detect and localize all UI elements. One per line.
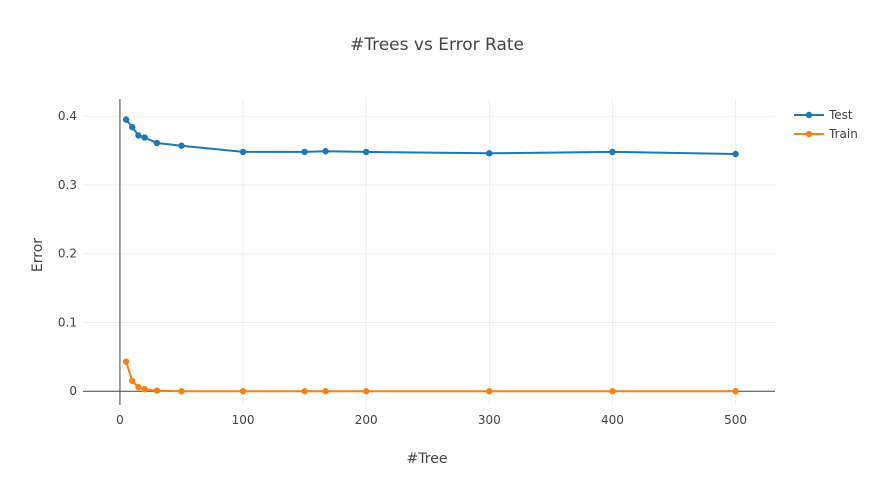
x-tick-label: 200 xyxy=(355,413,378,427)
data-point-test[interactable] xyxy=(153,139,161,147)
grid xyxy=(83,99,775,405)
legend-marker xyxy=(805,130,813,138)
data-point-train[interactable] xyxy=(301,388,308,395)
x-axis-label: #Tree xyxy=(407,451,448,467)
y-tick-label: 0.2 xyxy=(58,247,77,261)
y-tick-label: 0 xyxy=(69,384,77,398)
data-point-test[interactable] xyxy=(301,148,308,156)
data-point-test[interactable] xyxy=(239,148,247,156)
y-tick-label: 0.4 xyxy=(58,109,77,123)
legend-marker xyxy=(805,111,813,119)
series-test xyxy=(122,116,739,158)
data-point-train[interactable] xyxy=(135,383,142,391)
data-point-test[interactable] xyxy=(135,132,142,139)
y-tick-label: 0.1 xyxy=(58,315,77,329)
series-layer xyxy=(122,116,739,395)
data-point-train[interactable] xyxy=(732,388,739,395)
x-tick-label: 0 xyxy=(116,413,124,427)
data-point-test[interactable] xyxy=(178,142,185,149)
series-train xyxy=(122,358,739,395)
data-point-train[interactable] xyxy=(122,358,130,365)
data-point-test[interactable] xyxy=(122,116,130,123)
data-point-test[interactable] xyxy=(609,148,616,156)
data-point-train[interactable] xyxy=(178,388,185,395)
y-axis-label: Error xyxy=(30,238,46,272)
x-tick-label: 500 xyxy=(724,413,747,427)
tick-labels: 0 100 200 300 400 500 0 0.1 0.2 0.3 0.4 xyxy=(58,109,747,427)
chart-title: #Trees vs Error Rate xyxy=(350,35,524,55)
data-point-test[interactable] xyxy=(322,148,329,155)
data-point-train[interactable] xyxy=(363,388,370,395)
data-point-train[interactable] xyxy=(486,388,493,395)
data-point-test[interactable] xyxy=(141,134,148,141)
x-tick-label: 100 xyxy=(232,413,255,427)
y-tick-label: 0.3 xyxy=(58,178,77,192)
legend-label: Test xyxy=(828,108,853,122)
data-point-test[interactable] xyxy=(732,150,739,158)
legend-label: Train xyxy=(828,127,858,141)
legend-item-train[interactable]: Train xyxy=(794,127,858,141)
data-point-train[interactable] xyxy=(609,388,616,395)
data-point-test[interactable] xyxy=(363,148,370,156)
data-point-test[interactable] xyxy=(486,150,493,157)
data-point-train[interactable] xyxy=(129,377,136,385)
legend-item-test[interactable]: Test xyxy=(794,108,853,122)
data-point-train[interactable] xyxy=(322,388,329,395)
data-point-train[interactable] xyxy=(239,388,247,395)
data-point-train[interactable] xyxy=(141,385,148,393)
x-tick-label: 300 xyxy=(478,413,501,427)
data-point-train[interactable] xyxy=(153,387,161,394)
legend[interactable]: Test Train xyxy=(794,108,858,141)
data-point-test[interactable] xyxy=(129,123,136,131)
x-tick-label: 400 xyxy=(601,413,624,427)
